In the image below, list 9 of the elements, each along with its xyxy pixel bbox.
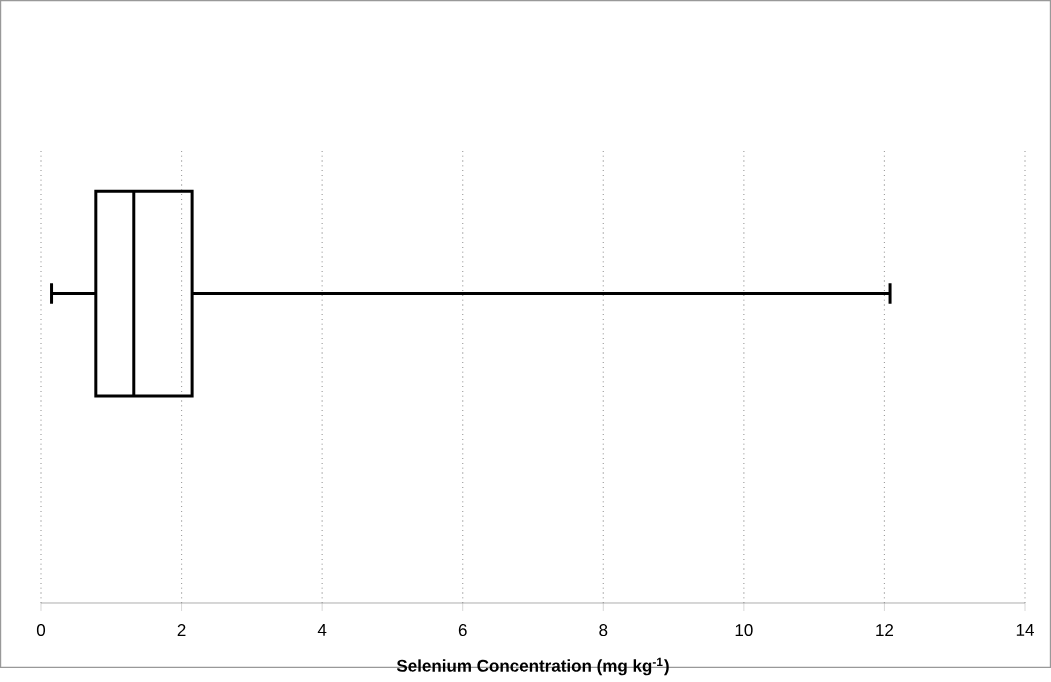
x-axis-title: Selenium Concentration (mg kg$^{-1}$) (396, 657, 669, 676)
x-tick-label: 14 (1016, 624, 1034, 636)
x-tick-label: 12 (876, 624, 894, 636)
x-tick-label: 4 (317, 624, 327, 636)
x-tick-label: 8 (599, 624, 608, 637)
x-tick-label: 10 (735, 624, 753, 637)
x-tick-label: 6 (458, 624, 467, 637)
x-tick-label: 0 (36, 624, 46, 637)
x-tick-label: 2 (177, 624, 186, 636)
